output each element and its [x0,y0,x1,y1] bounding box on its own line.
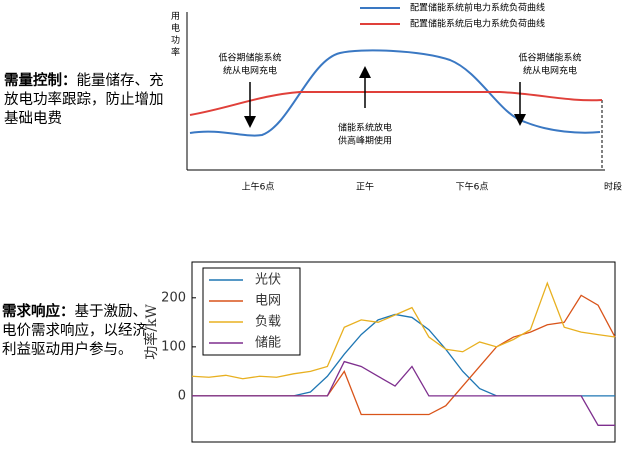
series-line [191,281,616,380]
legend-label: 电网 [255,294,281,309]
note-text: 基于激励、电价需求响应，以经济利益驱动用户参与。 [2,304,147,358]
legend-label: 配置储能系统后电力系统负荷曲线 [410,18,545,30]
legend-label: 配置储能系统前电力系统负荷曲线 [410,2,545,14]
curve-after [189,91,603,116]
legend-label: 储能 [255,336,281,351]
x-tick-label: 下午6点 [456,181,489,193]
y-tick-label: 200 [161,290,186,305]
annotation: 低谷期储能系统 [518,52,581,64]
y-axis-label: 功率/kW [143,304,160,360]
x-axis-label: 时段 [604,181,622,193]
annotation: 统从电网充电 [223,65,277,77]
note-text: 能量储存、充放电功率跟踪，防止增加基础电费 [4,73,164,127]
note-bold: 需求响应： [2,304,75,320]
y-tick-label: 0 [178,388,186,403]
x-tick-label: 上午6点 [242,181,275,193]
legend-label: 光伏 [255,273,281,288]
x-tick-label: 正午 [356,181,374,193]
y-tick-label: 100 [161,339,186,354]
annotation: 统从电网充电 [523,65,577,77]
annotation: 低谷期储能系统 [218,52,281,64]
note: 需求响应：基于激励、电价需求响应，以经济利益驱动用户参与。 [2,303,147,360]
legend-label: 负载 [255,315,281,330]
chart-1: 配置储能系统前电力系统负荷曲线 配置储能系统后电力系统负荷曲线 低谷期储能系统 … [171,2,622,193]
legend-box [202,267,301,356]
series-line [192,360,615,426]
plot-frame [191,261,616,443]
y-axis-label: 用电功率 [171,11,180,58]
annotation: 储能系统放电 [338,122,392,134]
annotation: 供高峰期使用 [338,135,392,147]
note-bold: 需量控制： [4,73,77,89]
note: 需量控制：能量储存、充放电功率跟踪，防止增加基础电费 [4,72,169,129]
